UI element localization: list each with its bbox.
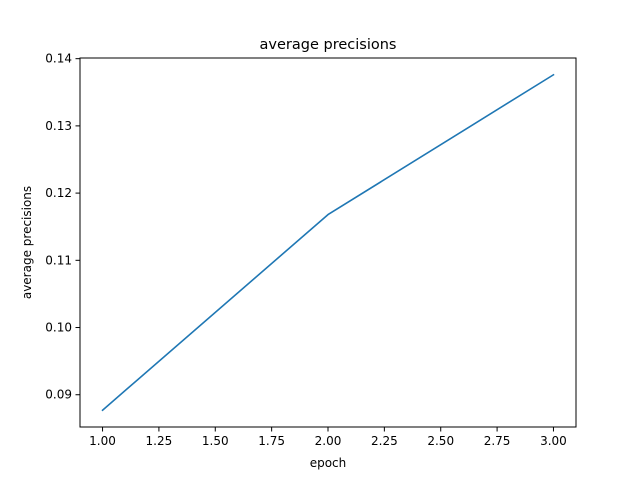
series-line (101, 73, 555, 412)
x-tick-label: 2.75 (484, 434, 511, 448)
x-tick-label: 2.25 (371, 434, 398, 448)
y-tick-label: 0.13 (45, 119, 72, 133)
x-tick-label: 1.00 (89, 434, 116, 448)
y-tick-label: 0.12 (45, 186, 72, 200)
chart-title: average precisions (260, 37, 397, 53)
y-axis-label: average precisions (20, 186, 34, 299)
x-tick-label: 2.50 (427, 434, 454, 448)
y-tick-label: 0.11 (45, 253, 72, 267)
y-axis-ticks: 0.09 0.10 0.11 0.12 0.13 0.14 (45, 52, 80, 402)
x-axis-label: epoch (310, 456, 347, 470)
x-tick-label: 1.25 (146, 434, 173, 448)
x-tick-label: 3.00 (540, 434, 567, 448)
x-tick-label: 1.50 (202, 434, 229, 448)
y-tick-label: 0.10 (45, 321, 72, 335)
x-axis-ticks: 1.00 1.25 1.50 1.75 2.00 2.25 2.50 2.75 3.00 (89, 427, 567, 448)
y-tick-label: 0.14 (45, 52, 72, 66)
plot-frame (79, 57, 577, 428)
y-tick-label: 0.09 (45, 388, 72, 402)
x-tick-label: 1.75 (258, 434, 285, 448)
series-layer (101, 73, 555, 412)
plot-area (79, 57, 577, 428)
x-tick-label: 2.00 (315, 434, 342, 448)
